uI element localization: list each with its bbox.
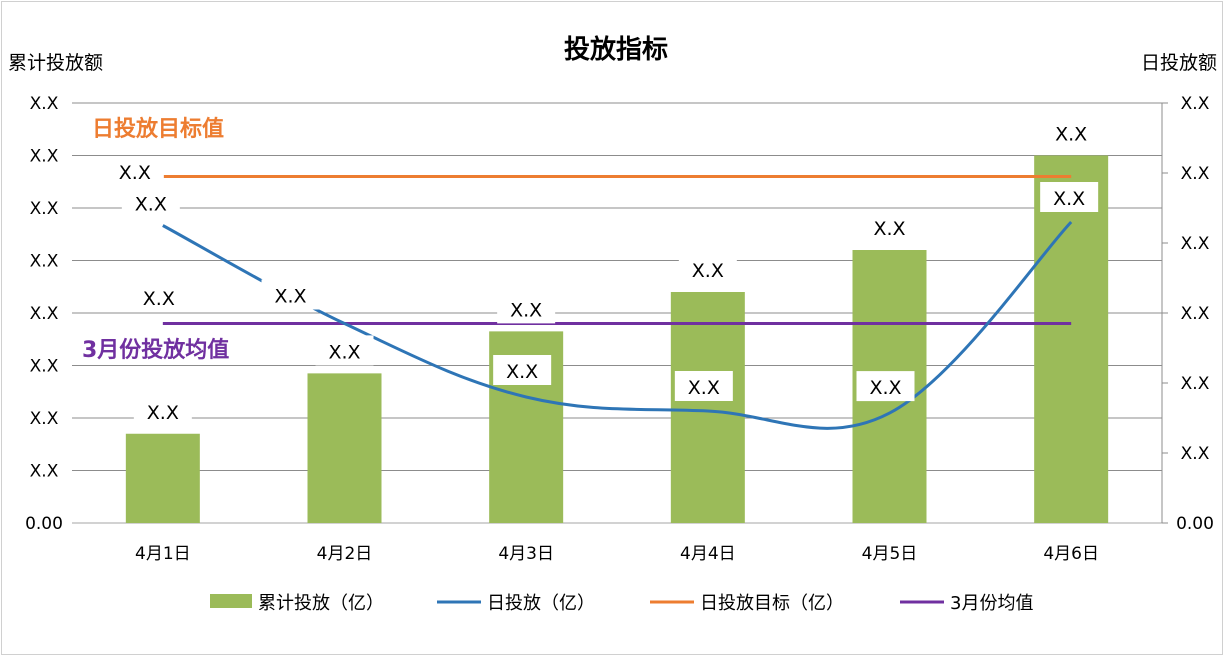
left-axis-tick-label: X.X — [30, 357, 59, 377]
bar-cumulative — [307, 373, 382, 523]
line-data-label: X.X — [274, 286, 306, 308]
line-data-label-bg — [674, 371, 733, 401]
right-axis-title: 日投放额 — [1141, 52, 1217, 74]
extra-data-label: X.X — [143, 288, 175, 310]
left-axis-tick-label: X.X — [30, 94, 59, 114]
bar-data-label: X.X — [328, 341, 360, 363]
legend-label: 累计投放（亿） — [258, 593, 384, 614]
chart-title: 投放指标 — [564, 34, 668, 65]
target-annotation: 日投放目标值 — [92, 116, 224, 142]
extra-data-label-bg — [105, 156, 164, 186]
line-data-label: X.X — [688, 377, 720, 399]
right-axis-tick-label: 0.00 — [1176, 514, 1214, 534]
bar-data-label-bg — [860, 212, 919, 242]
line-data-label: X.X — [869, 377, 901, 399]
x-axis-tick-label: 4月3日 — [498, 544, 554, 564]
bar-cumulative — [125, 433, 200, 523]
line-data-label-bg — [856, 371, 915, 402]
extra-data-label-bg — [129, 282, 188, 312]
right-axis-tick-label: X.X — [1181, 304, 1210, 324]
left-axis-tick-label: X.X — [30, 409, 59, 429]
bar-data-label-bg — [133, 395, 192, 426]
bar-data-label-bg — [1042, 117, 1101, 148]
line-data-label: X.X — [135, 194, 167, 216]
left-axis-tick-label: X.X — [30, 147, 59, 167]
x-axis-tick-label: 4月4日 — [680, 544, 736, 564]
legend-swatch-bar — [210, 594, 252, 608]
bar-data-label: X.X — [510, 299, 542, 321]
extra-data-label: X.X — [119, 162, 151, 184]
x-axis-tick-label: 4月6日 — [1043, 544, 1099, 564]
right-axis-tick-label: X.X — [1181, 164, 1210, 184]
bar-data-label-bg — [678, 254, 737, 284]
x-axis-tick-label: 4月1日 — [135, 544, 191, 564]
bar-data-label: X.X — [1055, 124, 1087, 146]
bar-cumulative — [1034, 155, 1109, 523]
daily-line — [162, 220, 1073, 430]
x-axis-tick-label: 4月5日 — [862, 544, 918, 564]
legend-label: 日投放（亿） — [487, 593, 595, 614]
bar-data-label: X.X — [873, 218, 905, 240]
right-axis-tick-label: X.X — [1181, 444, 1210, 464]
bar-data-label: X.X — [692, 260, 724, 282]
left-axis-tick-label: 0.00 — [25, 514, 63, 534]
line-data-label: X.X — [506, 361, 538, 383]
right-axis-tick-label: X.X — [1181, 234, 1210, 254]
left-axis-tick-label: X.X — [30, 252, 59, 272]
legend-label: 3月份均值 — [950, 593, 1033, 614]
bar-data-label-bg — [497, 293, 556, 324]
line-data-label-bg — [1040, 182, 1099, 212]
left-axis-tick-label: X.X — [30, 199, 59, 219]
line-data-label-bg — [121, 187, 180, 218]
left-axis-tick-label: X.X — [30, 462, 59, 482]
legend-label: 日投放目标（亿） — [700, 593, 844, 614]
bar-data-label: X.X — [147, 402, 179, 424]
left-axis-title: 累计投放额 — [8, 52, 103, 74]
x-axis-tick-label: 4月2日 — [317, 544, 373, 564]
bar-cumulative — [670, 292, 745, 523]
bar-data-label-bg — [315, 335, 374, 366]
line-data-label-bg — [261, 279, 320, 310]
average-annotation: 3月份投放均值 — [82, 337, 229, 363]
right-axis-tick-label: X.X — [1181, 94, 1210, 114]
right-axis-tick-label: X.X — [1181, 374, 1210, 394]
left-axis-tick-label: X.X — [30, 304, 59, 324]
line-data-label: X.X — [1053, 188, 1085, 210]
line-data-label-bg — [493, 355, 552, 385]
